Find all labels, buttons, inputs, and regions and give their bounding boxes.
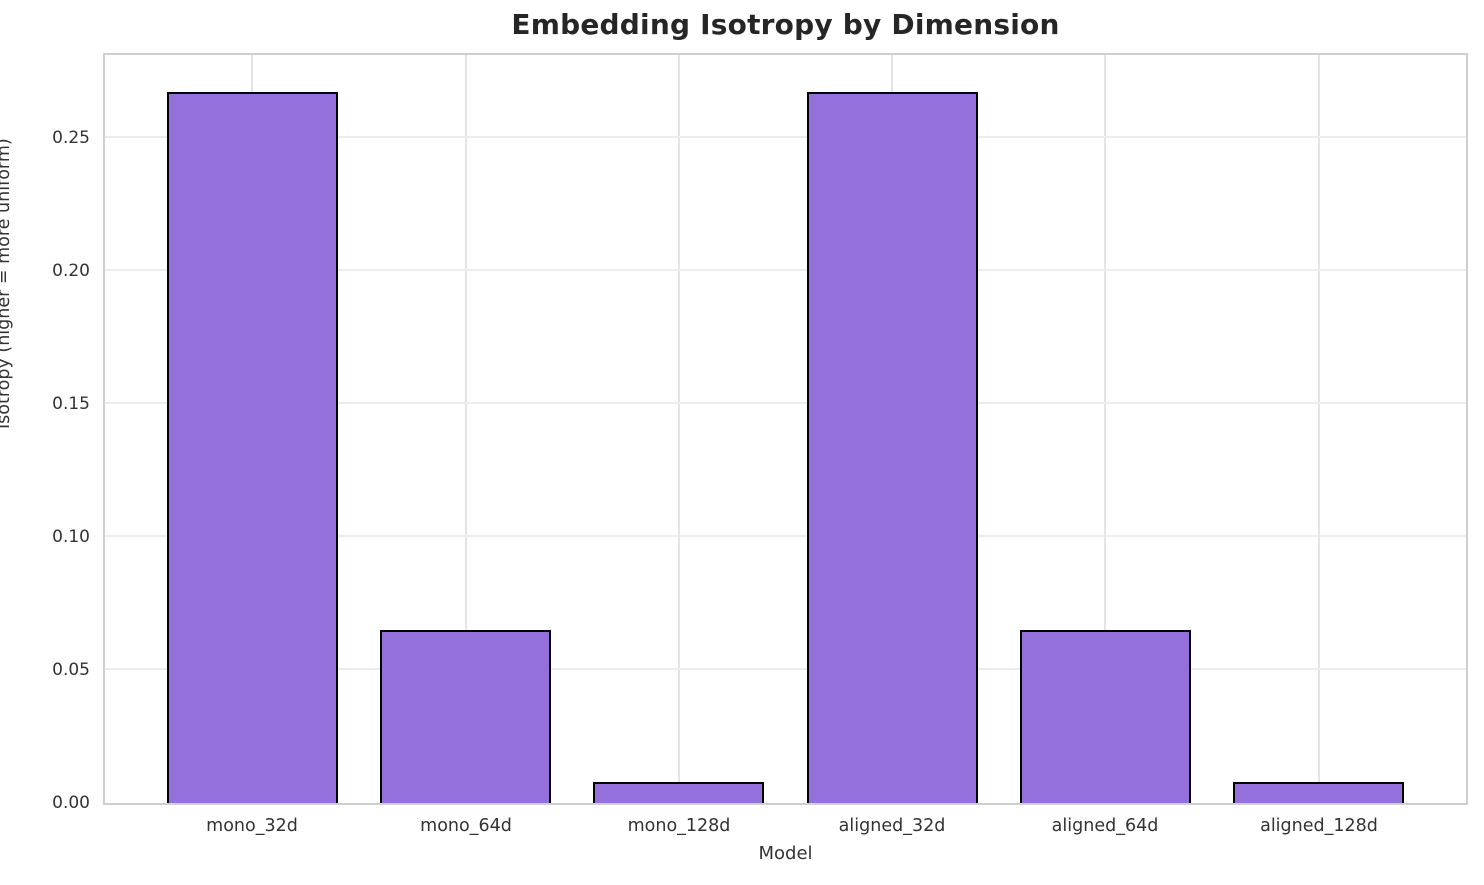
gridline-vertical <box>1318 55 1320 803</box>
gridline-horizontal <box>105 136 1466 138</box>
y-tick-label: 0.05 <box>52 660 90 680</box>
gridline-horizontal <box>105 535 1466 537</box>
x-tick-label-aligned_32d: aligned_32d <box>838 816 946 836</box>
x-tick-label-aligned_64d: aligned_64d <box>1051 816 1159 836</box>
gridline-horizontal <box>105 269 1466 271</box>
x-axis-label: Model <box>758 843 813 864</box>
bar-mono_128d <box>593 782 764 803</box>
y-tick-label: 0.10 <box>52 527 90 547</box>
x-tick-label-mono_32d: mono_32d <box>206 816 298 836</box>
x-tick-label-aligned_128d: aligned_128d <box>1260 816 1378 836</box>
x-tick-label-mono_128d: mono_128d <box>627 816 731 836</box>
bar-mono_64d <box>380 630 551 803</box>
gridline-horizontal <box>105 668 1466 670</box>
gridline-vertical <box>678 55 680 803</box>
y-axis-label-text: Isotropy (higher = more uniform) <box>0 138 14 429</box>
y-tick-label: 0.15 <box>52 394 90 414</box>
y-tick-label: 0.25 <box>52 128 90 148</box>
plot-area <box>103 53 1468 805</box>
gridline-horizontal <box>105 402 1466 404</box>
bar-aligned_32d <box>807 92 978 803</box>
bar-aligned_64d <box>1020 630 1191 803</box>
x-tick-label-mono_64d: mono_64d <box>420 816 512 836</box>
gridline-vertical <box>465 55 467 803</box>
gridline-vertical <box>1104 55 1106 803</box>
bar-mono_32d <box>167 92 338 803</box>
y-tick-label: 0.20 <box>52 261 90 281</box>
chart-title: Embedding Isotropy by Dimension <box>511 8 1060 41</box>
y-tick-label: 0.00 <box>52 793 90 813</box>
bar-aligned_128d <box>1233 782 1404 803</box>
